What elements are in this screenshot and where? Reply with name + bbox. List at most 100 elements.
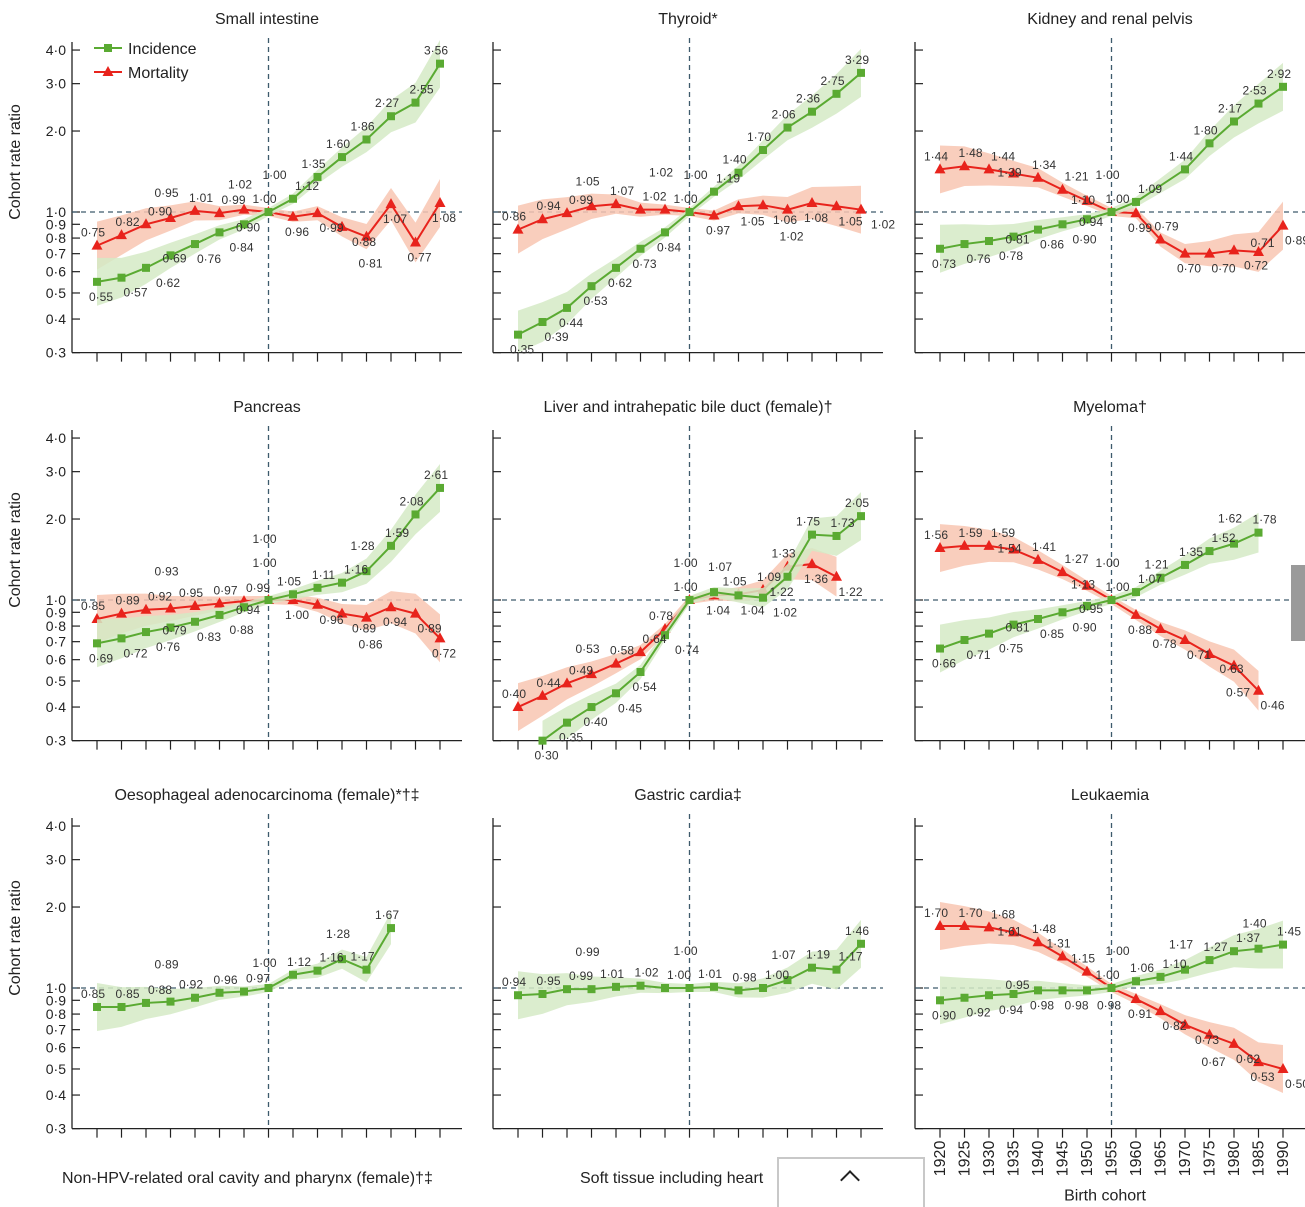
mortality-marker [1228, 659, 1240, 670]
mortality-data-label: 0·86 [502, 210, 526, 224]
y-tick-label: 0·6 [46, 264, 66, 280]
mortality-data-label: 0·81 [358, 257, 382, 271]
incidence-marker [832, 89, 841, 98]
incidence-marker [759, 984, 767, 992]
mortality-marker [189, 599, 201, 610]
incidence-marker [142, 998, 150, 1007]
incidence-data-label: 0·99 [569, 969, 593, 983]
legend-mortality-marker [102, 66, 114, 76]
scrollbar-thumb[interactable] [1291, 565, 1305, 641]
incidence-marker [191, 617, 199, 626]
incidence-data-label: 0·73 [932, 257, 956, 271]
incidence-data-label: 2·92 [1267, 67, 1291, 81]
x-tick-label: 1965 [1153, 1141, 1170, 1177]
incidence-data-label: 1·86 [350, 120, 374, 134]
mortality-marker [1081, 579, 1093, 590]
mortality-marker [806, 558, 818, 569]
incidence-data-label: 0·92 [966, 1006, 990, 1020]
y-tick-label: 4·0 [46, 42, 66, 58]
mortality-data-label: 0·75 [81, 226, 105, 240]
mortality-marker [934, 920, 946, 931]
incidence-confidence-band [940, 62, 1283, 273]
mortality-data-label: 0·99 [1128, 221, 1152, 235]
y-tick-label: 0·8 [46, 618, 66, 634]
y-tick-label: 1·0 [46, 204, 66, 220]
incidence-data-label: 0·71 [966, 648, 990, 662]
incidence-marker [857, 512, 865, 521]
y-tick-label: 0·9 [46, 992, 66, 1008]
scroll-to-top-button[interactable] [777, 1157, 925, 1207]
y-tick-label: 1·0 [46, 592, 66, 608]
mortality-marker [610, 657, 622, 668]
incidence-marker [759, 593, 767, 602]
mortality-data-label: 1·00 [673, 192, 697, 206]
incidence-data-label: 1·78 [1252, 513, 1276, 527]
incidence-marker [685, 208, 694, 216]
incidence-marker [387, 924, 395, 933]
mortality-data-label: 0·99 [319, 221, 343, 235]
mortality-marker [561, 677, 573, 688]
incidence-marker [1058, 986, 1067, 995]
incidence-line [939, 531, 1259, 650]
panel-small-intestine: Small intestine0·30·40·50·60·70·80·91·02… [7, 11, 462, 362]
mortality-data-label: 1·08 [432, 211, 456, 225]
incidence-data-label: 1·00 [252, 532, 276, 546]
mortality-marker [238, 203, 250, 214]
mortality-data-label: 1·00 [673, 580, 697, 594]
incidence-marker [166, 623, 175, 632]
mortality-marker [959, 160, 970, 171]
mortality-marker [1130, 608, 1142, 619]
incidence-data-label: 1·00 [1095, 168, 1119, 182]
incidence-marker [166, 997, 175, 1006]
mortality-marker [983, 921, 995, 932]
mortality-data-label: 0·72 [432, 646, 456, 660]
mortality-data-label: 0·49 [569, 663, 593, 677]
incidence-marker [563, 985, 571, 994]
incidence-marker [587, 703, 596, 712]
incidence-marker [387, 112, 395, 121]
mortality-marker [1057, 950, 1068, 961]
incidence-marker [289, 970, 297, 979]
mortality-marker [959, 539, 970, 550]
incidence-data-label: 0·83 [197, 630, 221, 644]
incidence-data-label: 1·44 [1169, 149, 1193, 163]
incidence-data-label: 1·07 [1138, 572, 1162, 586]
mortality-data-label: 1·68 [991, 907, 1015, 921]
mortality-marker [1008, 167, 1019, 178]
incidence-data-label: 0·84 [229, 240, 253, 254]
mortality-marker [757, 199, 769, 210]
panel-oesophageal-adenocarcinoma-female: Oesophageal adenocarcinoma (female)*†‡ 0·… [7, 787, 462, 1138]
x-tick-label: 1925 [957, 1141, 974, 1177]
mortality-marker [1032, 171, 1044, 182]
incidence-data-label: 0·79 [162, 624, 186, 638]
incidence-data-label: 0·88 [148, 983, 172, 997]
x-tick-label: 1990 [1275, 1141, 1292, 1177]
incidence-data-label: 0·44 [559, 316, 583, 330]
mortality-data-label: 1·15 [1071, 952, 1095, 966]
incidence-data-label: 1·04 [740, 603, 764, 617]
incidence-data-label: 0·90 [236, 220, 260, 234]
incidence-data-label: 1·12 [287, 955, 311, 969]
mortality-data-label: 0·99 [569, 193, 593, 207]
incidence-marker [1083, 986, 1091, 995]
incidence-data-label: 0·90 [1072, 620, 1096, 634]
mortality-data-label: 1·44 [924, 149, 948, 163]
mortality-data-label: 1·21 [1064, 170, 1088, 184]
incidence-data-label: 1·00 [765, 968, 789, 982]
incidence-marker [142, 263, 150, 272]
incidence-line [939, 85, 1284, 250]
mortality-data-label: 1·05 [740, 214, 764, 228]
incidence-marker [1279, 82, 1287, 91]
incidence-confidence-band [97, 40, 440, 306]
incidence-marker [612, 982, 620, 991]
incidence-data-label: 1·12 [295, 179, 319, 193]
incidence-marker [240, 987, 248, 996]
incidence-data-label: 0·90 [1072, 232, 1096, 246]
incidence-marker [538, 318, 547, 327]
incidence-marker [710, 588, 718, 597]
mortality-data-label: 1·02 [871, 218, 895, 232]
mortality-marker [1253, 246, 1264, 257]
mortality-data-label: 1·59 [991, 526, 1015, 540]
mortality-marker [165, 602, 176, 613]
mortality-data-label: 0·96 [285, 225, 309, 239]
